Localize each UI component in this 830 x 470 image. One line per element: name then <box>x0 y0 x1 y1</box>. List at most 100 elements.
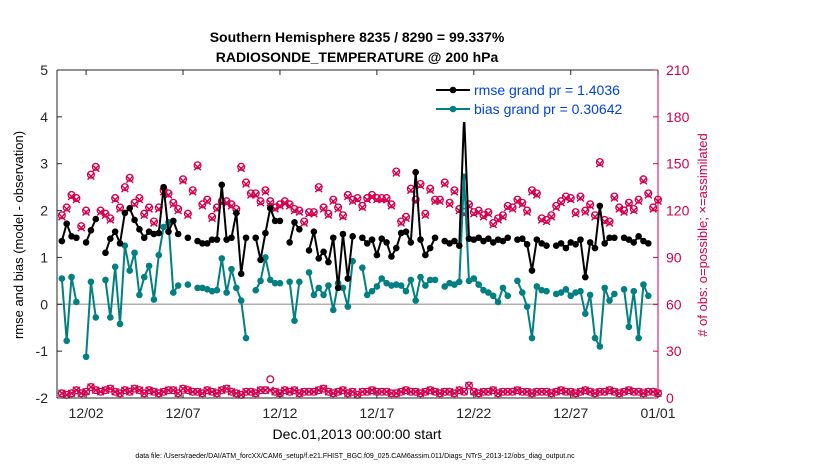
rejected-assimilated-count-point <box>193 387 202 396</box>
rejected-assimilated-count-point <box>455 386 464 395</box>
possible-count-point <box>183 209 192 218</box>
rmse-point <box>577 236 584 243</box>
legend-rmse-marker <box>449 86 457 94</box>
assimilated-count-point <box>469 209 478 218</box>
rejected-assimilated-count-point <box>513 386 522 395</box>
assimilated-count-point <box>67 192 76 201</box>
assimilated-count-point <box>387 201 396 210</box>
x-tick-label: 01/01 <box>640 405 675 421</box>
possible-count-point <box>188 186 197 195</box>
chart-title-line1: Southern Hemisphere 8235 / 8290 = 99.337… <box>210 29 505 45</box>
rejected-assimilated-count-point <box>309 387 318 396</box>
possible-count-point <box>334 203 343 212</box>
possible-count-point <box>295 206 304 215</box>
rmse-point <box>645 240 652 247</box>
rmse-point <box>368 236 376 243</box>
rejected-assimilated-count-point <box>62 390 71 399</box>
bias-point <box>305 269 313 276</box>
rmse-point <box>407 239 415 246</box>
assimilated-count-point <box>610 194 619 202</box>
rejected-assimilated-count-point <box>111 387 120 396</box>
assimilated-count-point <box>494 216 502 224</box>
bias-point <box>92 314 100 321</box>
assimilated-count-point <box>615 205 624 213</box>
left-tick-label: 2 <box>40 203 48 219</box>
rejected-assimilated-count-point <box>363 387 372 396</box>
bias-point <box>601 284 608 292</box>
possible-count-point <box>353 194 362 203</box>
rejected-assimilated-count-point <box>319 384 328 393</box>
left-tick-label: 5 <box>40 62 48 78</box>
bias-point <box>422 282 429 289</box>
bias-point <box>131 249 138 257</box>
assimilated-count-point <box>523 208 532 217</box>
rmse-point <box>121 209 129 217</box>
assimilated-count-point <box>537 216 546 224</box>
rmse-point <box>296 226 303 233</box>
possible-count-point <box>57 211 66 220</box>
rmse-point <box>334 284 342 292</box>
rmse-point <box>557 240 565 247</box>
possible-count-point <box>314 183 323 192</box>
rmse-point <box>116 240 124 247</box>
bias-point <box>407 276 415 284</box>
left-tick-label: 4 <box>40 109 48 125</box>
rejected-assimilated-count-point <box>605 386 614 395</box>
rmse-point <box>426 244 434 252</box>
rejected-assimilated-count-point <box>600 387 609 396</box>
rmse-point <box>218 181 226 189</box>
possible-count-point <box>178 175 188 184</box>
rmse-point <box>111 228 119 235</box>
bias-point <box>402 287 410 295</box>
rmse-line <box>308 230 354 289</box>
assimilated-count-point <box>484 209 493 218</box>
assimilated-count-point <box>334 205 343 213</box>
rmse-line <box>444 113 509 247</box>
rmse-point <box>388 253 395 260</box>
bias-point <box>310 291 318 299</box>
right-tick-label: 90 <box>666 249 682 265</box>
possible-count-point <box>489 219 498 228</box>
bias-point <box>611 290 618 298</box>
possible-count-point <box>125 173 134 182</box>
rmse-point <box>203 240 211 247</box>
possible-count-point <box>445 198 454 207</box>
bias-point <box>339 284 347 292</box>
rejected-assimilated-count-point <box>634 387 643 396</box>
rmse-point <box>586 239 594 246</box>
rejected-assimilated-count-point <box>421 387 430 396</box>
rmse-point <box>363 240 371 247</box>
assimilated-count-point <box>562 194 570 202</box>
assimilated-count-point <box>329 197 338 206</box>
rejected-assimilated-count-point <box>426 386 435 395</box>
rejected-assimilated-count-point <box>116 389 124 398</box>
bias-point <box>528 334 536 342</box>
bias-point <box>363 291 371 299</box>
rejected-assimilated-count-point <box>348 387 357 396</box>
rmse-point <box>107 235 114 242</box>
assimilated-count-point <box>528 187 536 196</box>
rmse-point <box>92 215 100 223</box>
rejected-assimilated-count-point <box>324 387 333 396</box>
rmse-point <box>518 235 526 242</box>
bias-point <box>160 223 167 231</box>
possible-count-point <box>561 192 570 201</box>
bias-point <box>136 291 143 299</box>
bias-point <box>640 281 647 288</box>
rejected-assimilated-count-point <box>266 386 275 395</box>
bias-point <box>581 310 589 317</box>
y-axis-label-right: # of obs: o=possible; ×=assimilated <box>695 133 710 336</box>
bias-point <box>329 306 337 314</box>
bias-point <box>630 287 638 295</box>
assimilated-count-point <box>436 197 444 206</box>
bias-line <box>308 261 354 311</box>
rejected-assimilated-count-point <box>67 389 76 398</box>
rejected-assimilated-count-point <box>508 387 517 396</box>
rmse-point <box>344 275 352 282</box>
rmse-point <box>533 236 541 243</box>
rejected-assimilated-count-point <box>237 390 246 399</box>
rejected-assimilated-count-point <box>474 389 483 398</box>
bias-point <box>426 276 434 284</box>
rmse-point <box>455 242 463 250</box>
rejected-assimilated-count-point <box>494 389 502 398</box>
